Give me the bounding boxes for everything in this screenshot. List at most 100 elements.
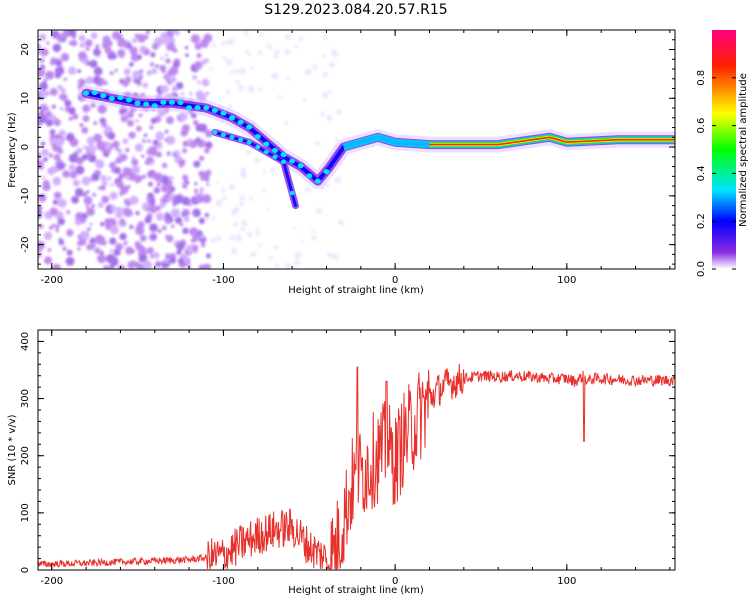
noise-blob [68,116,73,121]
noise-blob [107,176,112,181]
noise-blob-faint [246,149,252,155]
noise-blob [127,261,136,269]
noise-blob [83,196,93,205]
noise-blob [134,261,140,267]
noise-blob [100,146,107,153]
noise-blob [86,207,95,216]
snr-x-tick-label: 100 [557,576,576,587]
noise-blob [100,221,105,227]
noise-blob-faint [304,68,312,76]
noise-blob-faint [322,71,329,78]
noise-blob [49,87,58,96]
noise-blob [53,153,61,161]
noise-blob [75,165,85,175]
snr-y-tick-label: 300 [20,389,31,408]
ridge-blob [168,99,175,105]
ridge-secondary-blob [255,144,261,150]
noise-blob [68,153,78,163]
noise-blob [43,231,53,241]
noise-blob [127,172,137,181]
noise-blob [77,69,82,74]
noise-blob [123,208,133,217]
noise-blob [48,153,53,158]
ridge-secondary-blob [281,159,287,164]
noise-blob-faint [258,87,263,92]
noise-blob [55,224,60,229]
noise-blob-faint [240,167,246,173]
noise-blob [84,39,93,47]
noise-blob [143,48,151,56]
y-tick-label: -20 [20,236,31,252]
noise-blob [153,172,164,182]
x-tick-label: 100 [557,275,576,286]
noise-blob-faint [284,34,291,41]
noise-blob [144,216,152,224]
snr-x-tick-label: -200 [40,576,63,587]
noise-blob-faint [248,197,253,202]
noise-blob [143,133,148,137]
ridge-secondary-blob [246,139,252,145]
noise-blob-faint [263,169,267,174]
ridge-blob [108,95,115,101]
noise-blob [193,119,199,126]
noise-blob [192,75,198,81]
noise-blob [52,176,62,186]
ridge-blob [297,163,304,169]
noise-blob [39,104,47,112]
noise-blob-faint [245,49,249,53]
noise-blob [181,212,186,217]
noise-blob [183,257,189,263]
noise-blob [44,256,53,265]
noise-blob [199,190,204,195]
noise-blob [122,113,126,117]
ridge-blob [237,119,244,125]
noise-blob [49,207,58,216]
ridge-blob [289,158,296,164]
noise-blob [131,165,141,174]
noise-blob [166,190,173,196]
noise-blob [138,113,143,118]
noise-blob [205,253,211,259]
noise-blob [87,144,97,154]
ridge-blob [254,134,261,140]
noise-blob [72,113,79,120]
noise-blob [42,157,48,162]
noise-blob [42,179,50,187]
noise-blob [123,198,131,205]
noise-blob [66,210,71,215]
noise-blob [165,58,171,64]
noise-blob [166,151,172,157]
noise-blob [56,71,62,77]
noise-blob [118,108,127,116]
noise-blob [139,234,147,242]
y-tick-label: 0 [20,144,31,150]
noise-blob-faint [211,216,216,220]
noise-blob-faint [311,229,315,233]
noise-blob [38,33,47,42]
noise-blob [97,202,104,208]
noise-blob [107,218,117,228]
noise-blob [91,172,100,182]
noise-blob-faint [229,235,236,241]
noise-blob [125,147,130,153]
noise-blob-faint [230,209,237,216]
noise-blob [60,93,68,102]
noise-blob [146,156,153,163]
noise-blob [107,131,116,140]
noise-blob [82,104,91,113]
noise-blob [111,31,121,40]
noise-blob [141,154,145,158]
noise-blob-faint [270,167,276,173]
noise-blob [89,222,93,227]
noise-blob [199,235,207,244]
noise-blob [118,149,122,153]
noise-blob [189,92,193,96]
noise-blob-faint [228,184,235,191]
ridge-blob [203,105,210,111]
noise-blob [145,206,152,212]
noise-blob [182,227,189,235]
ridge-blob [306,173,313,179]
noise-blob [136,125,142,132]
ridge-blob [160,99,167,105]
noise-blob [161,162,168,169]
